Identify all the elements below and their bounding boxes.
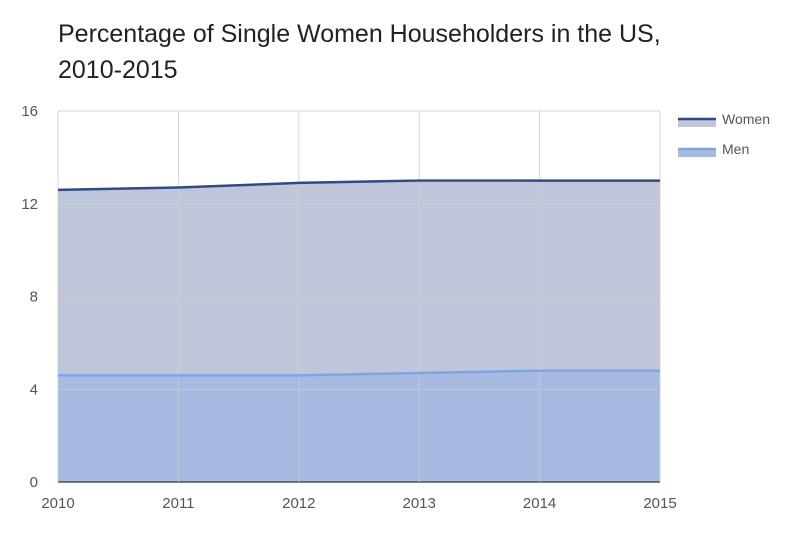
y-tick-label: 0	[30, 474, 38, 491]
x-tick-label: 2013	[403, 495, 436, 512]
area-men	[58, 370, 660, 482]
chart-title: Percentage of Single Women Householders …	[58, 20, 661, 84]
series-line-men	[58, 369, 660, 377]
y-tick-label: 8	[30, 289, 38, 306]
x-tick-label: 2015	[643, 495, 676, 512]
legend-swatch-men	[678, 148, 716, 157]
area-layer	[58, 180, 660, 482]
gridlines	[57, 110, 661, 483]
x-tick-label: 2012	[282, 495, 315, 512]
series-line-women	[57, 179, 660, 192]
y-tick-label: 12	[21, 196, 38, 213]
x-tick-label: 2014	[523, 495, 556, 512]
y-tick-label: 16	[21, 103, 38, 120]
legend-label-women: Women	[722, 111, 770, 127]
legend-swatch-women	[678, 118, 716, 127]
y-axis-ticks: 0 4 8 12 16	[21, 103, 38, 491]
x-tick-label: 2010	[41, 495, 74, 512]
legend: Women Men	[678, 111, 770, 157]
legend-label-men: Men	[722, 141, 749, 157]
series-lines	[57, 179, 660, 377]
y-tick-label: 4	[30, 381, 38, 398]
x-tick-label: 2011	[162, 495, 194, 512]
x-axis-ticks: 2010 2011 2012 2013 2014 2015	[41, 495, 676, 512]
